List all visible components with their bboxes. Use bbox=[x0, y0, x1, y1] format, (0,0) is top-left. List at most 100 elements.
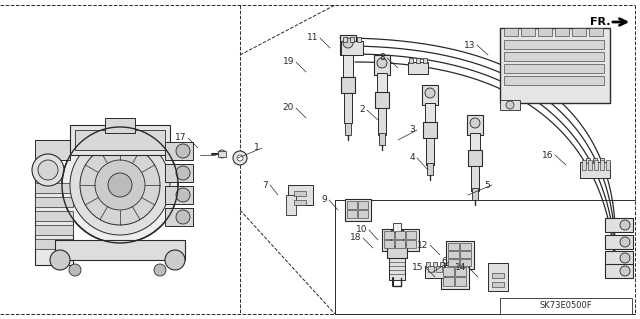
Bar bbox=[35, 175, 73, 265]
Bar bbox=[433, 262, 437, 267]
Bar bbox=[35, 140, 70, 160]
Circle shape bbox=[237, 155, 243, 161]
Text: 13: 13 bbox=[463, 41, 475, 49]
Bar bbox=[582, 160, 586, 170]
Bar bbox=[460, 259, 471, 266]
Bar bbox=[35, 211, 73, 221]
Bar bbox=[347, 210, 357, 218]
Bar bbox=[409, 58, 413, 63]
Bar bbox=[500, 100, 520, 110]
Text: 1: 1 bbox=[254, 144, 260, 152]
Circle shape bbox=[176, 166, 190, 180]
Bar bbox=[357, 37, 361, 42]
Text: 2: 2 bbox=[360, 106, 365, 115]
Bar bbox=[375, 92, 389, 108]
Bar bbox=[504, 64, 604, 73]
Bar bbox=[446, 241, 474, 269]
Bar bbox=[441, 265, 469, 289]
Bar bbox=[165, 186, 193, 204]
Bar bbox=[165, 142, 193, 160]
Bar bbox=[426, 262, 430, 267]
Circle shape bbox=[620, 253, 630, 263]
Circle shape bbox=[38, 160, 58, 180]
Bar bbox=[358, 210, 368, 218]
Bar bbox=[492, 282, 504, 287]
Bar bbox=[443, 267, 454, 276]
Bar bbox=[345, 199, 371, 221]
Bar bbox=[440, 262, 444, 267]
Bar bbox=[586, 158, 590, 163]
Bar bbox=[460, 243, 471, 250]
Bar bbox=[35, 197, 73, 207]
Text: 3: 3 bbox=[409, 125, 415, 135]
Bar bbox=[467, 115, 483, 135]
Bar bbox=[358, 201, 368, 209]
Bar bbox=[470, 133, 480, 154]
Bar bbox=[377, 73, 387, 95]
Circle shape bbox=[470, 118, 480, 128]
Bar bbox=[448, 259, 459, 266]
Bar bbox=[165, 208, 193, 226]
Bar bbox=[504, 28, 518, 36]
Bar bbox=[605, 218, 633, 232]
Bar bbox=[504, 76, 604, 85]
Circle shape bbox=[62, 127, 178, 243]
Bar bbox=[347, 201, 357, 209]
Circle shape bbox=[620, 237, 630, 247]
Circle shape bbox=[506, 101, 514, 109]
Text: 6: 6 bbox=[441, 257, 447, 266]
Bar bbox=[345, 123, 351, 135]
Bar bbox=[75, 130, 165, 150]
Text: FR.: FR. bbox=[589, 17, 611, 27]
Bar bbox=[427, 163, 433, 175]
Circle shape bbox=[425, 88, 435, 98]
Text: 9: 9 bbox=[321, 196, 327, 204]
Bar bbox=[455, 277, 466, 286]
Text: 19: 19 bbox=[282, 57, 294, 66]
Bar bbox=[384, 231, 394, 239]
Bar bbox=[436, 266, 442, 272]
Circle shape bbox=[70, 135, 170, 235]
Bar bbox=[472, 188, 478, 200]
Bar bbox=[588, 160, 592, 170]
Bar bbox=[422, 85, 438, 105]
Bar bbox=[423, 122, 437, 138]
Circle shape bbox=[176, 188, 190, 202]
Bar bbox=[426, 138, 434, 165]
Text: 10: 10 bbox=[355, 226, 367, 234]
Circle shape bbox=[343, 38, 353, 48]
Bar bbox=[605, 235, 633, 249]
Text: 5: 5 bbox=[484, 181, 490, 189]
Bar bbox=[521, 28, 535, 36]
Circle shape bbox=[32, 154, 64, 186]
Text: 7: 7 bbox=[262, 181, 268, 189]
Bar bbox=[600, 160, 604, 170]
Bar bbox=[589, 28, 603, 36]
Bar bbox=[378, 108, 386, 135]
Text: 8: 8 bbox=[380, 54, 385, 63]
Bar bbox=[408, 62, 428, 74]
Text: 18: 18 bbox=[349, 234, 361, 242]
Text: 16: 16 bbox=[541, 151, 553, 160]
Bar bbox=[395, 231, 405, 239]
Bar bbox=[286, 195, 296, 215]
Bar bbox=[374, 55, 390, 75]
Bar bbox=[387, 244, 407, 258]
Bar bbox=[428, 266, 434, 272]
Bar bbox=[594, 160, 598, 170]
Bar bbox=[455, 267, 466, 276]
Text: 14: 14 bbox=[454, 263, 466, 271]
Bar bbox=[35, 225, 73, 235]
Bar bbox=[35, 183, 73, 193]
Circle shape bbox=[80, 145, 160, 225]
Bar bbox=[504, 52, 604, 61]
Bar bbox=[555, 28, 569, 36]
Bar bbox=[500, 28, 610, 103]
Bar bbox=[406, 231, 416, 239]
Bar bbox=[572, 28, 586, 36]
Bar bbox=[395, 240, 405, 248]
Circle shape bbox=[377, 58, 387, 68]
Bar bbox=[605, 251, 633, 265]
Bar bbox=[344, 93, 352, 123]
Circle shape bbox=[233, 151, 247, 165]
